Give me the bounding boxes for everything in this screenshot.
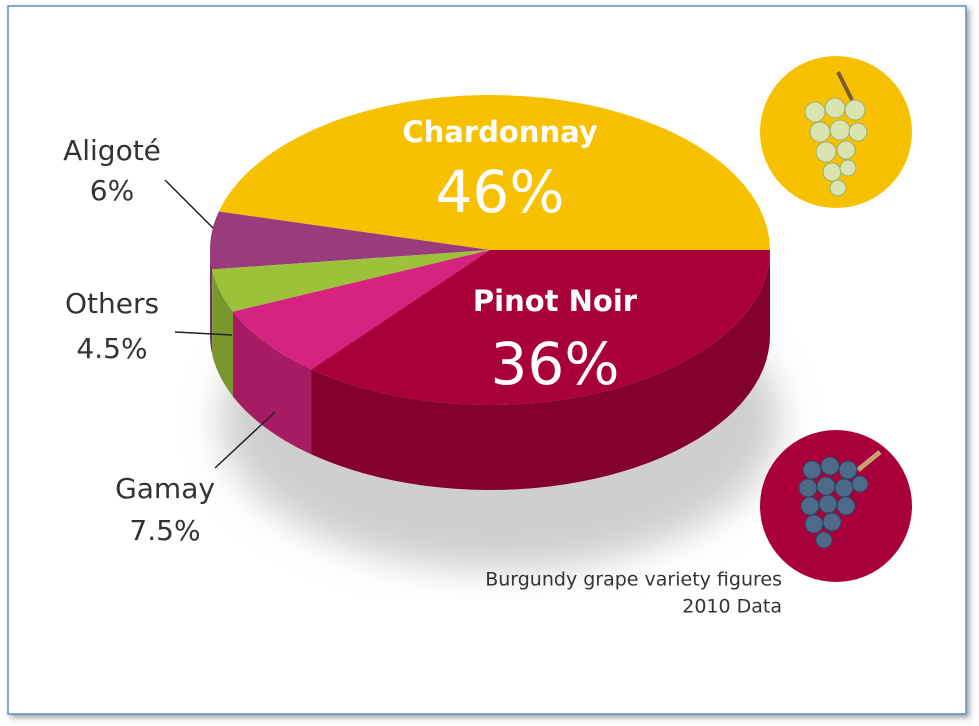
slice-side (233, 311, 312, 455)
slice (212, 250, 490, 312)
slice-label: Gamay (115, 472, 215, 505)
slice-label: Chardonnay (402, 115, 597, 149)
slice-label: Pinot Noir (473, 284, 638, 318)
slice-value-label: 46% (436, 158, 565, 226)
slice (210, 211, 490, 270)
tops (210, 95, 771, 405)
slice-value-label: 7.5% (129, 514, 200, 547)
leader-line (174, 331, 233, 336)
caption: 2010 Data (682, 596, 782, 618)
slice-value-label: 4.5% (76, 332, 147, 365)
slice (218, 95, 771, 250)
slice-side (311, 250, 770, 490)
slice-side (210, 250, 213, 355)
slice-value-label: 36% (491, 330, 620, 398)
slice (233, 250, 490, 370)
leader-line (214, 411, 276, 469)
slice (311, 250, 770, 405)
sides (210, 250, 770, 490)
slice-side (212, 269, 233, 397)
slice-label: Aligoté (63, 134, 161, 167)
caption: Burgundy grape variety figures (485, 569, 782, 591)
slice-label: Others (65, 287, 159, 320)
slice-value-label: 6% (90, 174, 134, 207)
leader-line (164, 179, 214, 229)
grape-icon-white (760, 56, 912, 208)
grape-icon-red (760, 430, 912, 582)
